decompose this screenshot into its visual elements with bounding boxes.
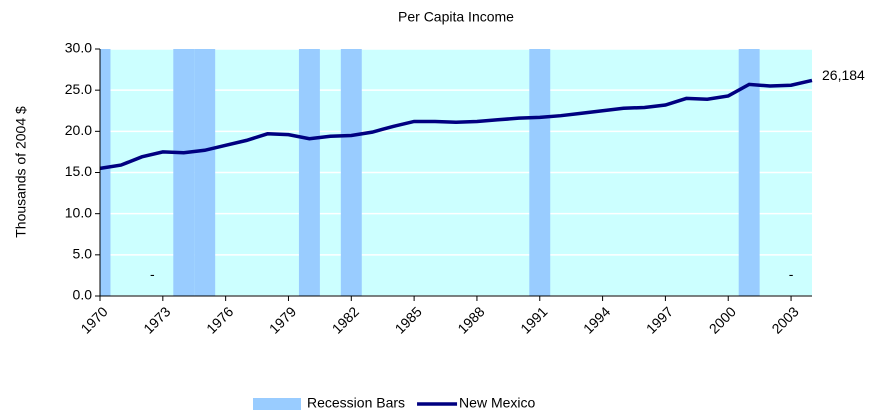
x-tick-label: 2003 [768,303,801,336]
recession-bar [529,49,551,296]
recession-bar [100,49,111,296]
x-tick-label: 1973 [140,303,173,336]
y-tick-label: 30.0 [65,40,92,56]
legend-swatch [253,398,301,410]
annotation: - [789,266,794,282]
y-tick-label: 10.0 [65,204,92,220]
x-tick-label: 1997 [643,303,676,336]
recession-bar [738,49,760,296]
y-tick-label: 0.0 [73,287,93,303]
data-label: 26,184 [822,67,865,83]
x-tick-label: 2000 [706,303,739,336]
y-tick-label: 25.0 [65,81,92,97]
x-tick-label: 1994 [580,303,613,336]
y-tick-label: 15.0 [65,163,92,179]
x-tick-label: 1970 [77,303,110,336]
y-tick-label: 5.0 [73,246,93,262]
x-tick-label: 1985 [392,303,425,336]
recession-bar [173,49,195,296]
line [99,78,813,171]
y-axis-label: Thousands of 2004 $ [13,106,29,238]
legend-label: New Mexico [459,395,535,411]
recession-bar [298,49,320,296]
y-tick-label: 20.0 [65,122,92,138]
recession-bar [194,49,216,296]
x-tick-label: 1991 [517,303,550,336]
recession-bar [340,49,362,296]
x-tick-label: 1982 [329,303,362,336]
annotation: - [150,266,155,282]
x-tick-label: 1976 [203,303,236,336]
chart-title: Per Capita Income [398,9,514,25]
x-tick-label: 1988 [454,303,487,336]
legend-label: Recession Bars [307,395,405,411]
x-tick-label: 1979 [266,303,299,336]
